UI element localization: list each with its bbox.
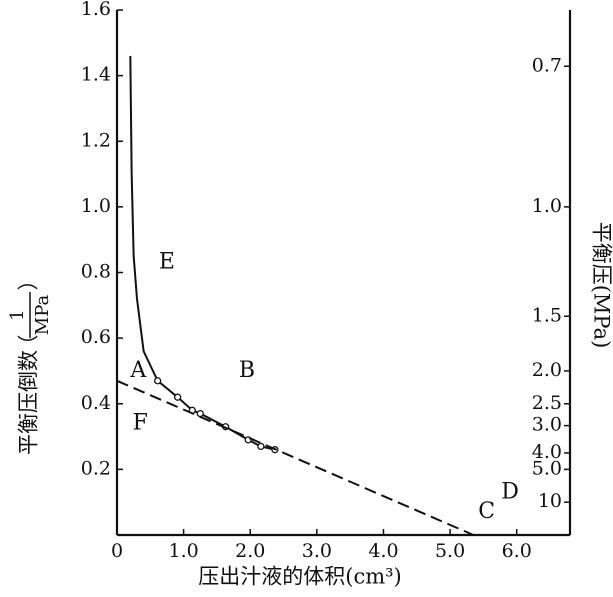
y2-tick-label: 3.0 <box>532 414 562 436</box>
data-point <box>196 409 204 418</box>
data-point <box>257 442 265 451</box>
y2-axis-label: 平衡压(MPa) <box>590 222 613 349</box>
annotation: A <box>129 358 147 383</box>
y-tick-label: 0.8 <box>81 261 111 283</box>
y2-tick-label: 10 <box>538 490 562 512</box>
x-tick-label: 6.0 <box>502 540 532 562</box>
series-line <box>116 379 474 536</box>
y-axis-label-close: ） <box>17 270 41 291</box>
y2-tick-label: 4.0 <box>532 441 562 463</box>
y-axis-label-open: （ <box>17 335 41 356</box>
y-axis-label-num: 1 <box>7 309 28 320</box>
y2-tick-label: 2.5 <box>532 392 562 414</box>
annotation: E <box>159 250 175 275</box>
data-point <box>153 377 162 385</box>
x-tick-label: 3.0 <box>302 540 332 562</box>
annotation: C <box>478 499 495 524</box>
annotation: D <box>501 479 519 504</box>
data-point <box>173 393 182 401</box>
series-line <box>129 55 276 451</box>
x-tick-label: 1.0 <box>169 540 199 562</box>
x-axis-label: 压出汁液的体积(cm³) <box>198 565 401 589</box>
y-tick-label: 0.4 <box>81 392 111 414</box>
y-tick-label: 0.2 <box>81 457 111 479</box>
y2-tick-label: 1.0 <box>532 195 562 217</box>
x-tick-label: 0 <box>111 540 123 562</box>
y-tick-label: 1.0 <box>81 195 111 217</box>
y2-tick-label: 1.5 <box>532 304 562 326</box>
y-tick-label: 1.6 <box>81 0 111 20</box>
x-tick-label: 2.0 <box>235 540 265 562</box>
x-tick-label: 5.0 <box>435 540 465 562</box>
y-axis-label: 平衡压倒数 （ 1 MPa ） <box>7 270 53 456</box>
y-tick-label: 0.6 <box>81 326 111 348</box>
x-tick-label: 4.0 <box>368 540 398 562</box>
y-tick-label: 1.2 <box>81 129 111 151</box>
y2-tick-label: 0.7 <box>532 54 562 76</box>
annotation: B <box>239 358 255 383</box>
y-axis-label-den: MPa <box>32 295 53 336</box>
y2-tick-label: 2.0 <box>532 359 562 381</box>
annotation: F <box>133 410 148 435</box>
y2-tick-label: 5.0 <box>532 457 562 479</box>
y-tick-label: 1.4 <box>81 64 111 86</box>
y-axis-label-text: 平衡压倒数 <box>17 350 41 455</box>
